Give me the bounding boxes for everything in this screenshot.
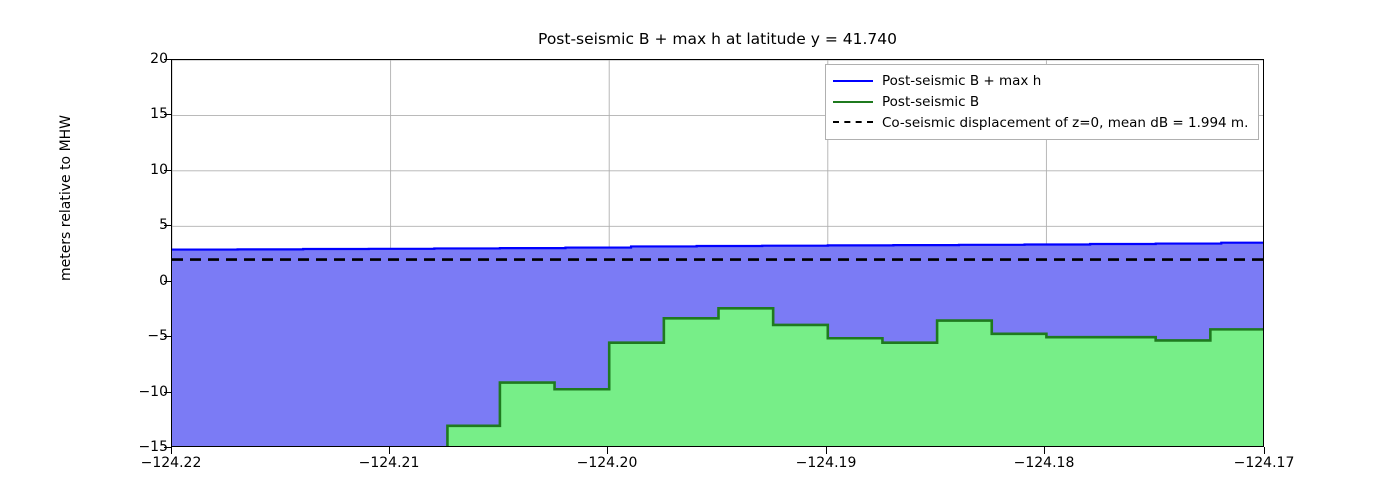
y-tick-label: −5 — [147, 328, 168, 344]
x-tick-mark — [171, 447, 172, 454]
y-tick-mark — [164, 336, 171, 337]
chart-title: Post-seismic B + max h at latitude y = 4… — [538, 30, 897, 48]
legend-swatch-dashed-line — [833, 117, 873, 129]
y-tick-mark — [164, 447, 171, 448]
y-tick-mark — [164, 281, 171, 282]
y-tick-mark — [164, 225, 171, 226]
legend-label: Co-seismic displacement of z=0, mean dB … — [882, 114, 1249, 131]
x-tick-label: −124.21 — [358, 455, 420, 471]
y-tick-mark — [164, 170, 171, 171]
y-tick-label: −10 — [138, 384, 168, 400]
series-line-postseismic-b — [446, 307, 1263, 446]
y-tick-mark — [164, 114, 171, 115]
x-tick-label: −124.22 — [140, 455, 202, 471]
x-tick-mark — [607, 447, 608, 454]
y-tick-label: 15 — [150, 106, 168, 122]
legend-swatch-blue-line — [833, 75, 873, 87]
y-tick-mark — [164, 392, 171, 393]
y-tick-label: 10 — [150, 162, 168, 178]
legend: Post-seismic B + max h Post-seismic B Co… — [825, 64, 1259, 140]
y-tick-mark — [164, 59, 171, 60]
y-tick-label: 5 — [159, 217, 168, 233]
y-tick-label: 0 — [159, 273, 168, 289]
x-tick-label: −124.20 — [576, 455, 638, 471]
x-tick-label: −124.17 — [1233, 455, 1295, 471]
x-tick-label: −124.19 — [795, 455, 857, 471]
x-tick-mark — [1044, 447, 1045, 454]
legend-item-postseismic-b[interactable]: Post-seismic B — [833, 91, 1251, 112]
legend-label: Post-seismic B + max h — [882, 72, 1042, 89]
x-tick-mark — [1264, 447, 1265, 454]
y-tick-label: −15 — [138, 439, 168, 455]
legend-item-postseismic-b-plus-max-h[interactable]: Post-seismic B + max h — [833, 70, 1251, 91]
legend-label: Post-seismic B — [882, 93, 980, 110]
y-tick-label: 20 — [150, 51, 168, 67]
legend-swatch-green-line — [833, 96, 873, 108]
x-tick-label: −124.18 — [1013, 455, 1075, 471]
legend-item-coseismic-displacement[interactable]: Co-seismic displacement of z=0, mean dB … — [833, 112, 1251, 133]
x-tick-mark — [389, 447, 390, 454]
x-tick-mark — [826, 447, 827, 454]
series-line-postseismic-b-plus-max-h — [172, 241, 1263, 251]
